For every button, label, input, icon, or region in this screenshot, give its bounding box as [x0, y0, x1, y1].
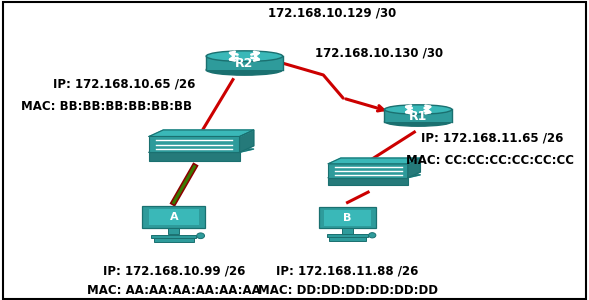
Text: IP: 172.168.10.99 /26: IP: 172.168.10.99 /26	[102, 265, 245, 278]
FancyBboxPatch shape	[328, 164, 408, 178]
Polygon shape	[149, 130, 254, 136]
Text: MAC: DD:DD:DD:DD:DD:DD: MAC: DD:DD:DD:DD:DD:DD	[257, 284, 438, 298]
Polygon shape	[240, 130, 254, 152]
Polygon shape	[408, 158, 421, 178]
FancyBboxPatch shape	[154, 238, 194, 242]
Ellipse shape	[206, 64, 283, 75]
Text: IP: 172.168.11.88 /26: IP: 172.168.11.88 /26	[276, 265, 419, 278]
Polygon shape	[328, 158, 421, 164]
FancyBboxPatch shape	[327, 234, 368, 237]
FancyBboxPatch shape	[325, 210, 370, 226]
Text: R1: R1	[409, 110, 428, 123]
FancyBboxPatch shape	[328, 178, 408, 185]
FancyBboxPatch shape	[148, 209, 199, 225]
Text: MAC: AA:AA:AA:AA:AA:AA: MAC: AA:AA:AA:AA:AA:AA	[87, 284, 260, 298]
FancyBboxPatch shape	[329, 237, 366, 241]
Text: IP: 172.168.11.65 /26: IP: 172.168.11.65 /26	[421, 131, 564, 145]
FancyBboxPatch shape	[385, 110, 452, 122]
Text: IP: 172.168.10.65 /26: IP: 172.168.10.65 /26	[53, 77, 196, 91]
Ellipse shape	[369, 233, 376, 238]
FancyBboxPatch shape	[168, 228, 179, 234]
FancyBboxPatch shape	[143, 206, 205, 228]
Text: MAC: BB:BB:BB:BB:BB:BB: MAC: BB:BB:BB:BB:BB:BB	[21, 100, 191, 113]
FancyBboxPatch shape	[206, 56, 283, 70]
FancyBboxPatch shape	[342, 229, 353, 234]
Ellipse shape	[206, 51, 283, 62]
Text: MAC: CC:CC:CC:CC:CC:CC: MAC: CC:CC:CC:CC:CC:CC	[406, 154, 574, 167]
FancyBboxPatch shape	[319, 208, 376, 229]
Text: B: B	[343, 213, 352, 223]
FancyBboxPatch shape	[151, 235, 196, 238]
Text: A: A	[170, 212, 178, 222]
Polygon shape	[328, 175, 421, 178]
Ellipse shape	[385, 117, 452, 126]
FancyBboxPatch shape	[149, 136, 240, 152]
FancyBboxPatch shape	[149, 152, 240, 161]
Ellipse shape	[197, 233, 204, 239]
Text: R2: R2	[235, 58, 254, 70]
Ellipse shape	[385, 105, 452, 114]
Text: 172.168.10.130 /30: 172.168.10.130 /30	[315, 46, 444, 59]
Text: 172.168.10.129 /30: 172.168.10.129 /30	[268, 7, 396, 20]
Polygon shape	[149, 149, 254, 152]
